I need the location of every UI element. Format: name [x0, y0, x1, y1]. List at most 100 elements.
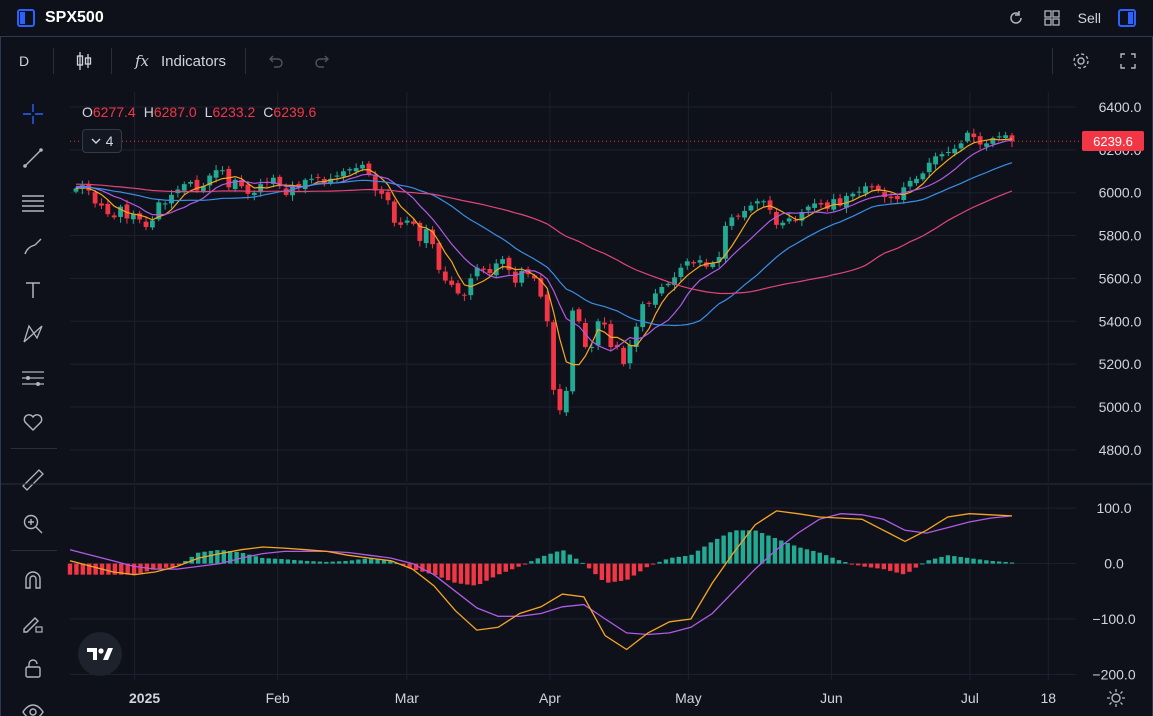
macd-histogram-bar [894, 563, 899, 573]
heart-icon[interactable] [19, 408, 47, 436]
y-axis-tick-label: 5600.0 [1099, 270, 1142, 286]
candle-body [404, 220, 410, 223]
candle-body [143, 221, 149, 227]
macd-histogram-bar [484, 563, 489, 581]
x-axis-tick-label: Feb [266, 690, 290, 706]
panel-icon[interactable] [1117, 8, 1137, 28]
magnet-icon[interactable] [19, 566, 47, 594]
candle-body [449, 280, 455, 285]
candle-body [296, 183, 302, 188]
candle-body [914, 178, 919, 184]
lock-icon[interactable] [19, 654, 47, 682]
symbol-name[interactable]: SPX500 [45, 9, 104, 26]
macd-histogram-bar [433, 563, 438, 576]
macd-histogram-bar [586, 563, 592, 569]
candles-icon[interactable] [73, 50, 95, 72]
macd-histogram-bar [292, 559, 297, 564]
macd-histogram-bar [618, 563, 624, 581]
candle-body [971, 133, 977, 137]
candle-body [251, 192, 257, 196]
macd-histogram-bar [266, 558, 271, 564]
candle-body [290, 185, 295, 196]
macd-histogram-bar [401, 563, 406, 566]
macd-histogram-bar [170, 563, 175, 567]
candle-body [894, 195, 900, 200]
macd-histogram-bar [183, 560, 188, 564]
candle-body [614, 344, 620, 347]
tradingview-logo[interactable] [78, 632, 122, 676]
candle-body [360, 164, 365, 169]
interval-button[interactable]: D [19, 53, 30, 69]
candle-body [532, 275, 537, 279]
candle-body [169, 194, 174, 204]
candle-body [723, 225, 728, 259]
gear-icon[interactable] [1071, 51, 1091, 71]
candle-body [824, 202, 830, 209]
macd-histogram-bar [836, 560, 842, 564]
macd-histogram-bar [74, 563, 79, 575]
indicators-button[interactable]: Indicators [161, 52, 227, 70]
macd-histogram-bar [580, 562, 585, 564]
zoom-in-icon[interactable] [19, 510, 47, 538]
macd-histogram-bar [388, 560, 393, 564]
macd-histogram-bar [599, 563, 605, 580]
layout-icon[interactable] [17, 9, 35, 27]
candle-body [245, 184, 251, 194]
fx-icon[interactable]: fx [135, 52, 150, 70]
macd-histogram-bar [215, 550, 220, 564]
macd-histogram-bar [612, 563, 617, 582]
indicators-toggle-button[interactable]: 4 [82, 129, 122, 153]
fullscreen-icon[interactable] [1119, 52, 1137, 70]
macd-histogram-bar [932, 558, 938, 564]
candle-body [156, 202, 162, 220]
brush-icon[interactable] [19, 232, 47, 260]
crosshair-icon[interactable] [19, 100, 47, 128]
refresh-icon[interactable] [1006, 8, 1026, 28]
redo-icon[interactable] [313, 51, 333, 71]
pattern-icon[interactable] [19, 320, 47, 348]
candle-body [455, 283, 461, 294]
macd-histogram-bar [785, 543, 790, 564]
macd-line [69, 510, 1013, 651]
candle-body [939, 154, 945, 157]
text-icon[interactable] [19, 276, 47, 304]
macd-histogram-bar [990, 560, 995, 564]
candle-body [742, 210, 747, 218]
candle-body [582, 323, 588, 347]
theme-toggle-icon[interactable] [1106, 688, 1126, 713]
candle-body [328, 178, 334, 184]
macd-histogram-bar [753, 530, 758, 564]
collapse-toolbar-icon[interactable]: ‹ [61, 712, 66, 716]
trendline-icon[interactable] [19, 144, 47, 172]
y-axis-tick-label: 5400.0 [1099, 313, 1142, 329]
candle-body [130, 214, 136, 220]
ohlc-legend: O6277.4 H6287.0 L6233.2 C6239.6 [82, 104, 316, 120]
candle-body [557, 389, 563, 411]
macd-histogram-bar [497, 563, 502, 575]
candle-body [398, 222, 404, 225]
eye-icon[interactable] [19, 698, 47, 716]
macd-histogram-bar [670, 557, 675, 564]
macd-histogram-bar [445, 563, 451, 581]
candle-body [818, 203, 824, 205]
macd-histogram-bar [458, 563, 464, 584]
candle-body [194, 179, 200, 191]
macd-histogram-bar [509, 563, 515, 570]
macd-histogram-bar [958, 556, 963, 564]
forecast-icon[interactable] [19, 364, 47, 392]
fib-icon[interactable] [19, 188, 47, 216]
candle-body [882, 191, 888, 197]
macd-histogram-bar [695, 550, 701, 564]
pencil-lock-icon[interactable] [19, 610, 47, 638]
macd-histogram-bar [644, 563, 649, 568]
grid-icon[interactable] [1042, 8, 1062, 28]
candle-body [258, 184, 264, 193]
ruler-icon[interactable] [19, 466, 47, 494]
undo-icon[interactable] [265, 51, 285, 71]
candle-body [901, 187, 907, 200]
macd-histogram-bar [939, 556, 944, 564]
sell-button[interactable]: Sell [1077, 10, 1101, 26]
macd-histogram-bar [375, 559, 380, 564]
signal-line [69, 513, 1013, 636]
